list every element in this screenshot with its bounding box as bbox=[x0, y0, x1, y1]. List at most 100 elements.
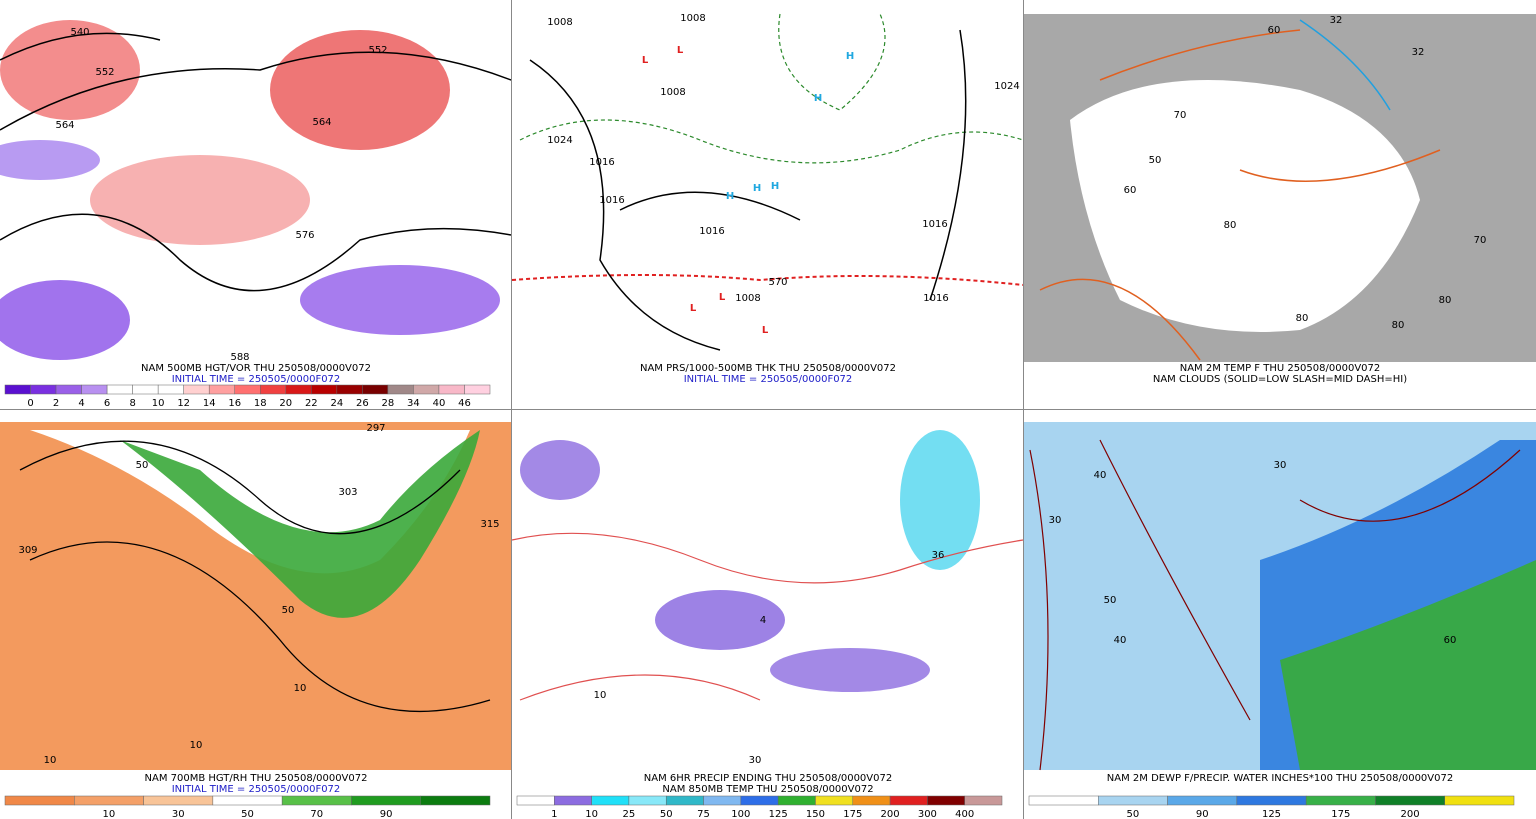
colorbar-label: 50 bbox=[660, 809, 673, 819]
map-label: 576 bbox=[295, 230, 314, 241]
colorbar-segment bbox=[81, 384, 108, 395]
colorbar-segment bbox=[703, 795, 742, 806]
map-label: 10 bbox=[44, 755, 57, 766]
colorbar-segment bbox=[1167, 795, 1238, 806]
map-label: H bbox=[771, 181, 779, 192]
map-bg bbox=[512, 14, 1023, 362]
precip-area bbox=[520, 440, 600, 500]
colorbar-segment bbox=[964, 795, 1003, 806]
map-label: 570 bbox=[768, 277, 787, 288]
map-label: 552 bbox=[368, 45, 387, 56]
colorbar-label: 16 bbox=[228, 398, 241, 409]
colorbar-segment bbox=[336, 384, 363, 395]
colorbar-segment bbox=[420, 795, 491, 806]
colorbar-label: 90 bbox=[1196, 809, 1209, 819]
colorbar-label: 75 bbox=[697, 809, 710, 819]
map-label: 564 bbox=[55, 120, 74, 131]
colorbar-label: 70 bbox=[310, 809, 323, 819]
vorticity-blob bbox=[270, 30, 450, 150]
map-label: 1008 bbox=[547, 17, 572, 28]
caption: NAM 700MB HGT/RH THU 250508/0000V072 bbox=[145, 773, 368, 784]
colorbar-segment bbox=[55, 384, 82, 395]
panel-contents: NAM 500MB HGT/VOR THU 250508/0000V072INI… bbox=[4, 13, 1515, 819]
colorbar-segment bbox=[464, 384, 491, 395]
colorbar-segment bbox=[591, 795, 630, 806]
height-contour bbox=[19, 440, 491, 712]
colorbar-label: 6 bbox=[104, 398, 110, 409]
colorbar-segment bbox=[311, 384, 338, 395]
colorbar-segment bbox=[285, 384, 312, 395]
colorbar-segment bbox=[740, 795, 779, 806]
colorbar-segment bbox=[362, 384, 389, 395]
map-label: 60 bbox=[1268, 25, 1281, 36]
map-label: 40 bbox=[1094, 470, 1107, 481]
map-label: H bbox=[814, 93, 822, 104]
colorbar-label: 200 bbox=[1401, 809, 1420, 819]
map-label: H bbox=[753, 183, 761, 194]
colorbar-label: 8 bbox=[129, 398, 135, 409]
dewpoint-contour bbox=[1029, 439, 1521, 771]
map-label: L bbox=[642, 55, 649, 66]
map-label: 1016 bbox=[589, 157, 614, 168]
map-label: L bbox=[690, 303, 697, 314]
map-label: 50 bbox=[1149, 155, 1162, 166]
map-label: 1016 bbox=[922, 219, 947, 230]
map-label: 36 bbox=[932, 550, 945, 561]
pressure-contour bbox=[529, 29, 967, 351]
colorbar-segment bbox=[554, 795, 592, 806]
map-label: 303 bbox=[338, 487, 357, 498]
map-label: H bbox=[726, 191, 734, 202]
map-label: 540 bbox=[70, 27, 89, 38]
colorbar-label: 14 bbox=[203, 398, 216, 409]
colorbar-segment bbox=[815, 795, 854, 806]
map-label: 10 bbox=[294, 683, 307, 694]
caption: NAM CLOUDS (SOLID=LOW SLASH=MID DASH=HI) bbox=[1153, 374, 1407, 385]
map-label: 50 bbox=[1104, 595, 1117, 606]
map-label: 1024 bbox=[547, 135, 572, 146]
colorbar-label: 10 bbox=[103, 809, 116, 819]
colorbar-segment bbox=[234, 384, 261, 395]
colorbar-label: 100 bbox=[731, 809, 750, 819]
colorbar-segment bbox=[387, 384, 414, 395]
colorbar-segment bbox=[4, 795, 75, 806]
colorbar-label: 20 bbox=[279, 398, 292, 409]
vorticity-blob bbox=[0, 140, 100, 180]
map-label: L bbox=[762, 325, 769, 336]
caption: INITIAL TIME = 250505/0000F072 bbox=[172, 784, 341, 795]
caption: INITIAL TIME = 250505/0000F072 bbox=[172, 374, 341, 385]
colorbar-segment bbox=[281, 795, 352, 806]
map-label: 30 bbox=[1049, 515, 1062, 526]
colorbar-label: 30 bbox=[172, 809, 185, 819]
colorbar-segment bbox=[1444, 795, 1515, 806]
colorbar-label: 0 bbox=[27, 398, 33, 409]
map-label: 60 bbox=[1444, 635, 1457, 646]
caption: NAM 2M DEWP F/PRECIP. WATER INCHES*100 T… bbox=[1107, 773, 1453, 784]
colorbar-segment bbox=[132, 384, 159, 395]
map-label: 80 bbox=[1439, 295, 1452, 306]
caption: NAM 2M TEMP F THU 250508/0000V072 bbox=[1180, 363, 1381, 374]
colorbar-label: 34 bbox=[407, 398, 420, 409]
caption: INITIAL TIME = 250505/0000F072 bbox=[684, 374, 853, 385]
map-label: 40 bbox=[1114, 635, 1127, 646]
map-label: 32 bbox=[1412, 47, 1425, 58]
colorbar-label: 46 bbox=[458, 398, 471, 409]
colorbar-segment bbox=[927, 795, 965, 806]
map-label: 552 bbox=[95, 67, 114, 78]
rh-area bbox=[120, 430, 480, 618]
precip-area bbox=[770, 648, 930, 692]
pw-area bbox=[1280, 560, 1536, 770]
colorbar-label: 1 bbox=[551, 809, 557, 819]
colorbar-label: 18 bbox=[254, 398, 267, 409]
colorbar-label: 12 bbox=[177, 398, 190, 409]
colorbar-label: 90 bbox=[380, 809, 393, 819]
colorbar-segment bbox=[351, 795, 421, 806]
colorbar-segment bbox=[413, 384, 440, 395]
caption: NAM 500MB HGT/VOR THU 250508/0000V072 bbox=[141, 363, 371, 374]
vorticity-blob bbox=[90, 155, 310, 245]
map-label: 60 bbox=[1124, 185, 1137, 196]
map-label: 4 bbox=[760, 615, 766, 626]
colorbar-segment bbox=[852, 795, 891, 806]
colorbar-segment bbox=[143, 795, 214, 806]
colorbar-label: 50 bbox=[241, 809, 254, 819]
